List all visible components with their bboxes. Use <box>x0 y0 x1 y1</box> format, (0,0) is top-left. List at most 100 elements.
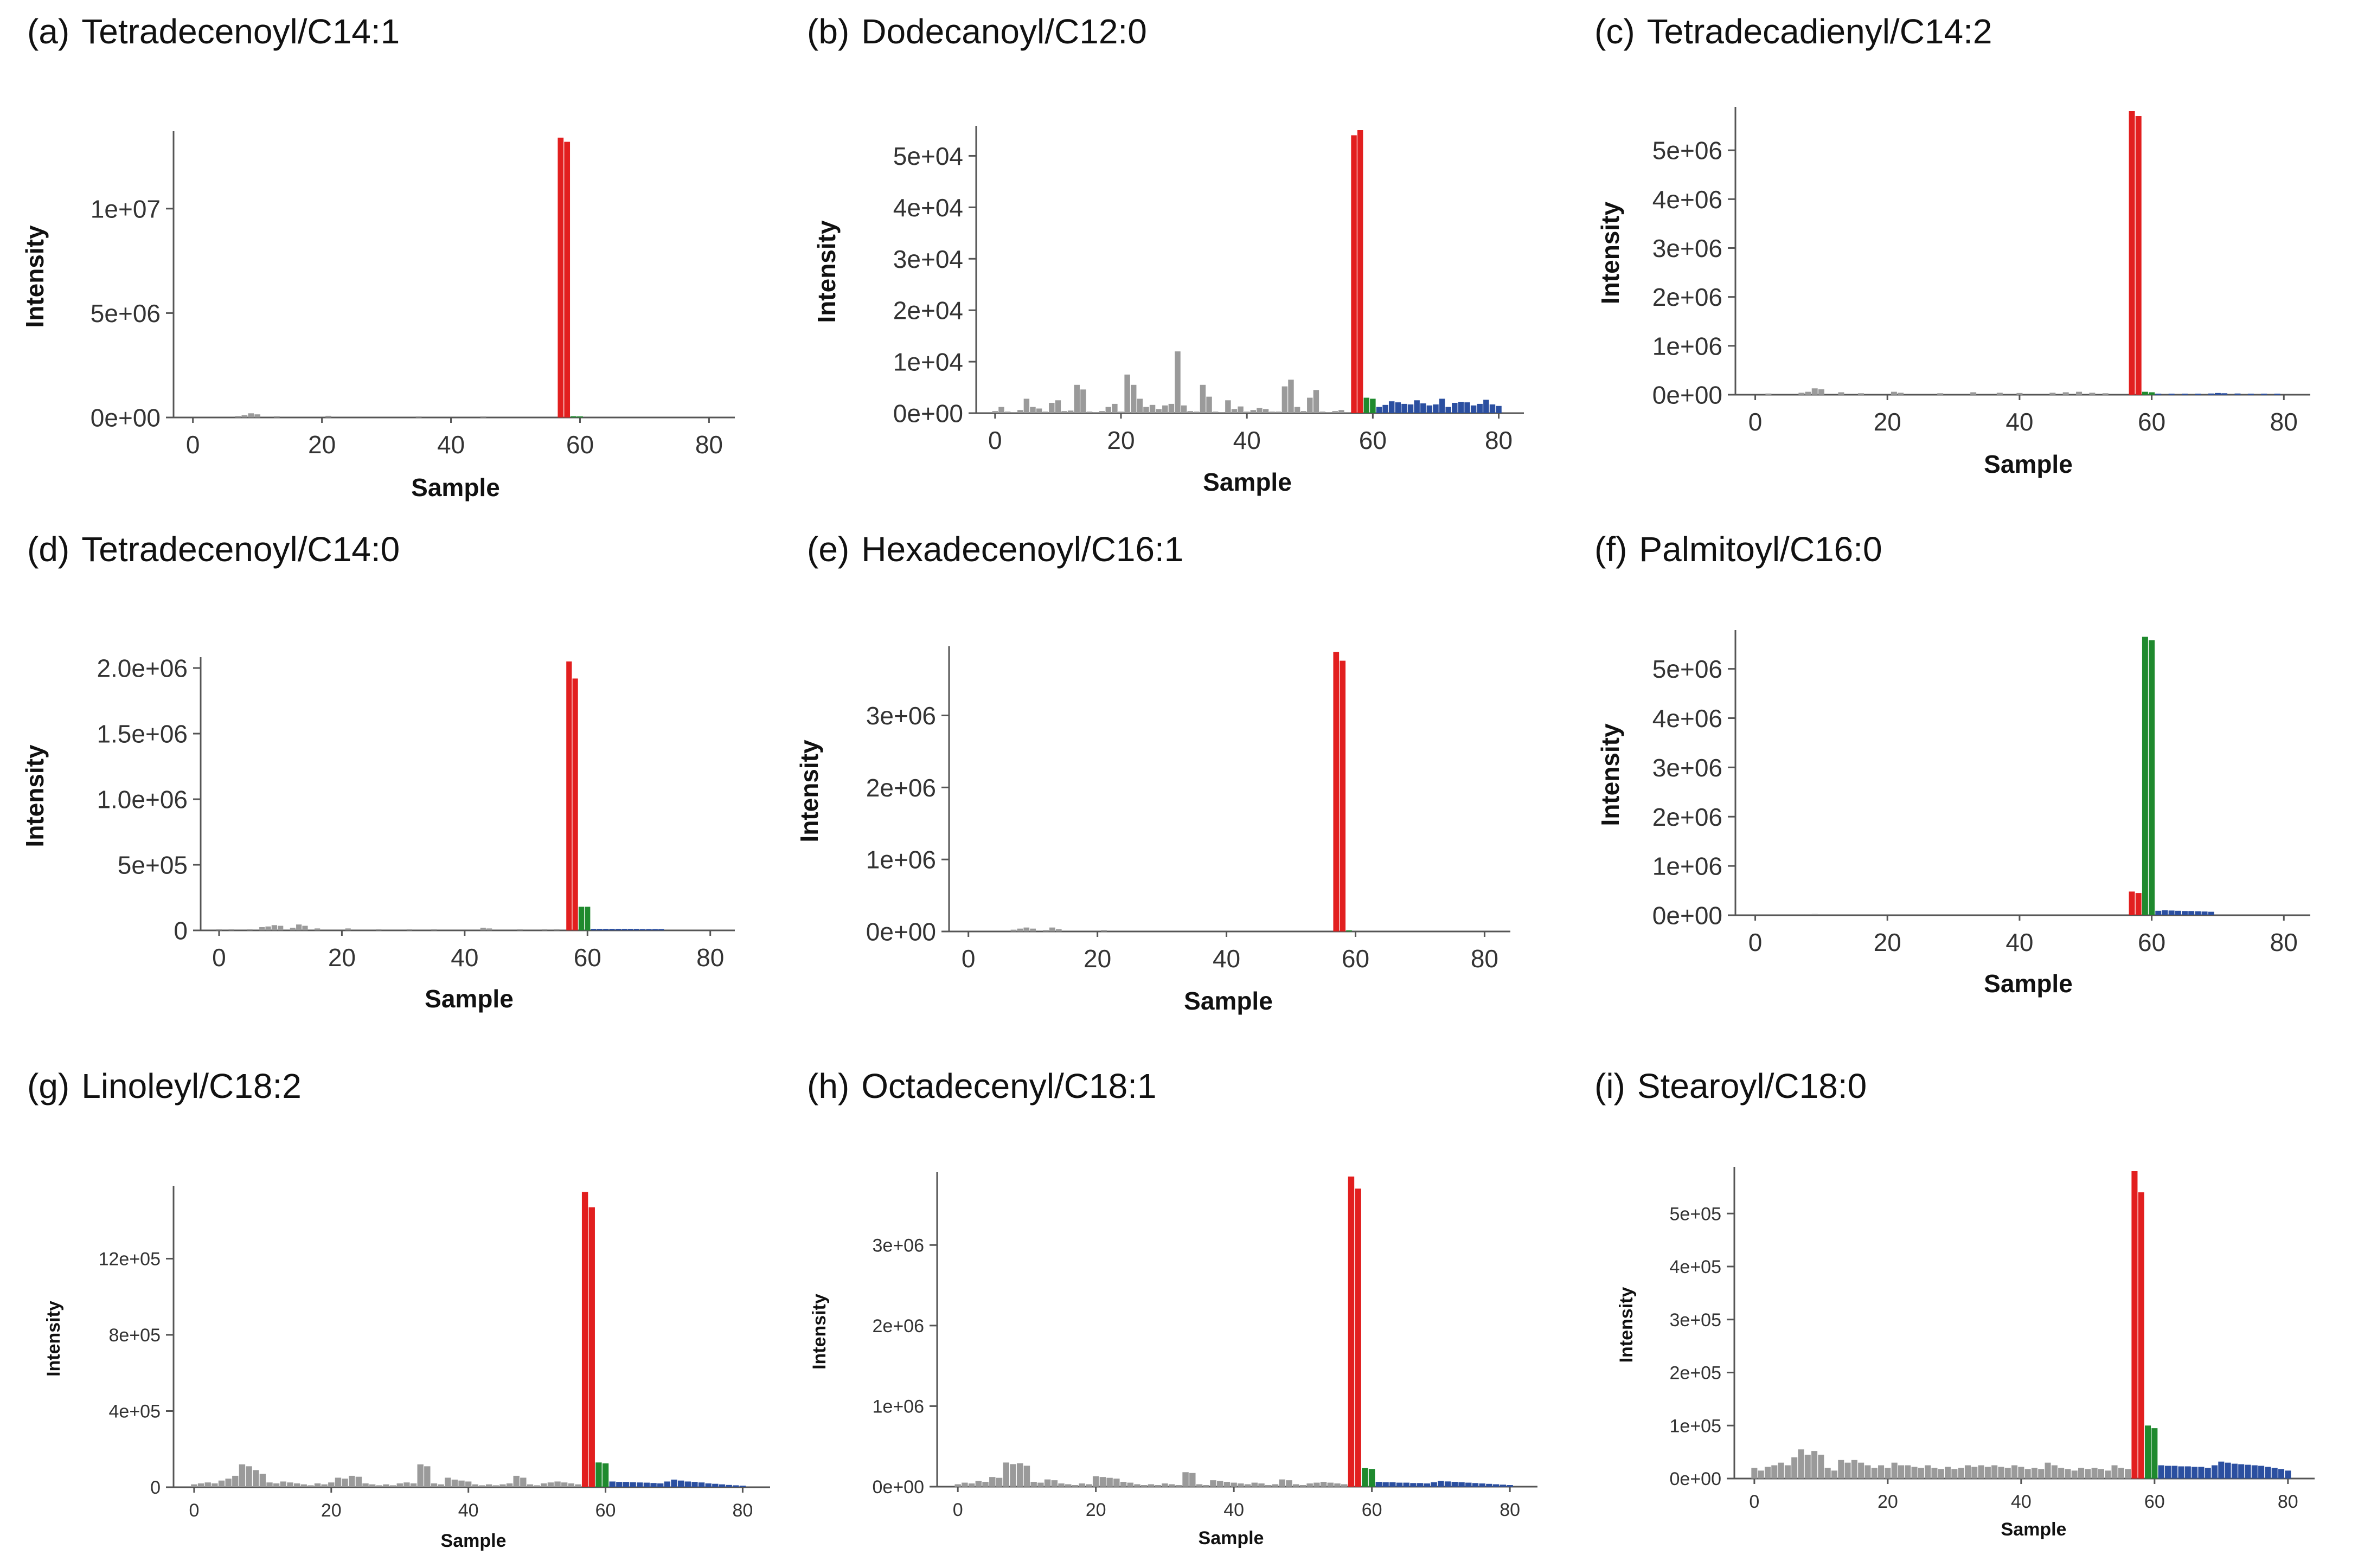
chart-i-bar-control <box>1778 1462 1784 1479</box>
chart-b-bar-blue <box>1458 402 1464 413</box>
chart-g-bar-blue <box>657 1483 664 1487</box>
chart-g-bar-control <box>568 1483 575 1487</box>
chart-b-bar-blue <box>1395 402 1401 413</box>
chart-h-title-text: Octadecenyl/C18:1 <box>861 1066 1156 1106</box>
chart-e-xtick-label: 20 <box>1084 944 1111 973</box>
chart-g-bar-blue <box>698 1482 705 1487</box>
chart-i-bar-blue <box>2218 1461 2225 1479</box>
chart-i-bar-control <box>2018 1467 2024 1479</box>
chart-d-bar-green <box>585 907 591 930</box>
chart-b-bar-control <box>1099 411 1105 413</box>
chart-g-bar-control <box>266 1482 273 1487</box>
chart-d-ytick-label: 0 <box>174 917 188 945</box>
chart-d-bar-blue <box>633 929 639 930</box>
chart-c-bar-blue <box>2261 394 2267 395</box>
chart-i-xtick-label: 40 <box>2011 1492 2032 1512</box>
chart-i-bar-control <box>2105 1470 2111 1479</box>
chart-a-bar-control <box>325 415 331 417</box>
chart-g-bar-blue <box>637 1482 643 1487</box>
chart-f-bar-blue <box>2155 910 2162 915</box>
chart-h-xtick-label: 40 <box>1223 1500 1244 1520</box>
chart-h-bar-control <box>1216 1481 1223 1487</box>
chart-d-bar-control <box>247 929 253 930</box>
chart-c-bar-green <box>2142 391 2148 395</box>
chart-i-bar-control <box>1964 1465 1971 1479</box>
chart-c-ytick-label: 2e+06 <box>1652 283 1722 311</box>
chart-a-ytick-label: 0e+00 <box>91 404 161 432</box>
chart-h-bar-control <box>989 1477 996 1487</box>
chart-i-bar-control <box>1751 1468 1758 1479</box>
chart-b-bar-control <box>1344 412 1351 413</box>
chart-b-xtick-label: 60 <box>1359 426 1387 454</box>
chart-f-bar-red <box>2129 891 2135 915</box>
chart-h-bar-control <box>1320 1482 1327 1487</box>
chart-i-bar-blue <box>2238 1464 2245 1479</box>
chart-i-bar-blue <box>2258 1466 2265 1479</box>
chart-b-bar-control <box>1338 410 1344 413</box>
chart-h-bar-control <box>1327 1482 1334 1487</box>
chart-a-title-text: Tetradecenoyl/C14:1 <box>81 12 400 51</box>
chart-h-ylabel: Intensity <box>809 1294 830 1370</box>
chart-b-bar-control <box>1074 384 1080 413</box>
chart-d-bar-control <box>315 928 321 930</box>
chart-b-bar-control <box>1061 411 1067 413</box>
chart-b-xtick-label: 80 <box>1485 426 1513 454</box>
chart-g-bar-red <box>581 1192 588 1487</box>
chart-i-bar-blue <box>2278 1469 2285 1479</box>
chart-h-bar-control <box>1099 1477 1106 1487</box>
chart-h-bar-control <box>1010 1464 1016 1487</box>
chart-g-ytick-label: 8e+05 <box>109 1325 161 1346</box>
chart-h-bar-control <box>1113 1479 1120 1487</box>
chart-i-bar-blue <box>2225 1462 2231 1479</box>
chart-i-bar-control <box>1891 1462 1898 1479</box>
chart-h-bar-green <box>1362 1468 1368 1487</box>
chart-g-title-text: Linoleyl/C18:2 <box>81 1066 302 1106</box>
chart-i-xtick-label: 60 <box>2144 1492 2165 1512</box>
chart-i-bar-control <box>1925 1465 1931 1479</box>
chart-i-bar-red <box>2138 1192 2144 1479</box>
chart-g-bar-control <box>396 1483 403 1487</box>
chart-i-bar-control <box>2091 1468 2098 1479</box>
chart-b-bar-control <box>1080 389 1086 413</box>
chart-f-bar-blue <box>2175 910 2181 915</box>
chart-c-bar-control <box>2016 393 2023 395</box>
chart-h-bar-control <box>1127 1482 1134 1487</box>
chart-d-xtick-label: 20 <box>328 943 356 972</box>
chart-b-bar-blue <box>1401 403 1407 413</box>
chart-f-bar-blue <box>2208 911 2214 915</box>
chart-e-bar-green <box>1346 930 1352 931</box>
chart-h-bar-control <box>1258 1483 1265 1487</box>
chart-g-bar-blue <box>691 1482 698 1487</box>
chart-i-bar-control <box>2051 1465 2058 1479</box>
chart-b-xlabel: Sample <box>1203 468 1292 496</box>
chart-d-bar-blue <box>591 929 597 930</box>
chart-e-ytick-label: 2e+06 <box>866 774 936 802</box>
chart-a-bar-red <box>564 142 571 417</box>
chart-b-bar-blue <box>1407 404 1414 413</box>
chart-b-ytick-label: 5e+04 <box>893 142 963 170</box>
chart-b-ytick-label: 2e+04 <box>893 297 963 325</box>
chart-b-bar-blue <box>1382 404 1388 413</box>
chart-d-bar-control <box>296 924 302 930</box>
chart-h-bar-blue <box>1492 1484 1500 1487</box>
chart-c-bar-blue <box>2208 393 2214 395</box>
chart-b-bar-green <box>1370 399 1376 413</box>
chart-a-bar-control <box>480 416 486 417</box>
chart-h-bar-blue <box>1472 1483 1479 1487</box>
chart-i-bar-control <box>2071 1470 2078 1479</box>
chart-b-bar-control <box>1181 405 1187 413</box>
chart-b-bar-blue <box>1433 404 1439 413</box>
chart-d-ytick-label: 2.0e+06 <box>97 654 188 683</box>
chart-i-title-text: Stearoyl/C18:0 <box>1637 1066 1867 1106</box>
chart-g-bar-control <box>321 1484 328 1487</box>
chart-f-ytick-label: 0e+00 <box>1652 902 1722 930</box>
chart-d-bar-control <box>216 929 222 930</box>
chart-d-ytick-label: 5e+05 <box>118 851 188 879</box>
chart-h-bar-blue <box>1444 1481 1451 1487</box>
chart-g-bar-control <box>349 1475 355 1487</box>
chart-b-bar-control <box>1162 405 1168 413</box>
chart-g-bar-blue <box>719 1484 726 1487</box>
chart-f-letter: (f) <box>1594 530 1627 569</box>
chart-h-bar-control <box>1058 1483 1065 1487</box>
chart-b-bar-control <box>1187 411 1193 413</box>
